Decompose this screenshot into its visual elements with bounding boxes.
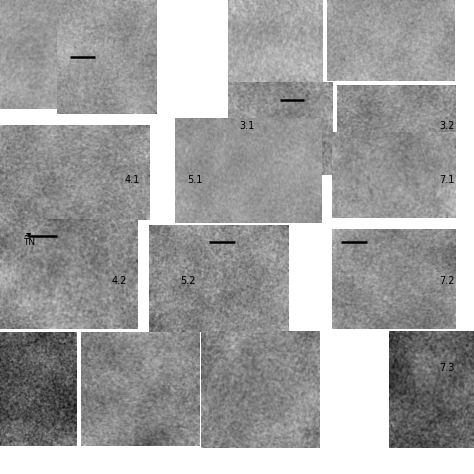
- Text: 3.2: 3.2: [440, 121, 455, 131]
- Text: 7.3: 7.3: [440, 363, 455, 373]
- Text: 4.2: 4.2: [112, 276, 127, 286]
- Text: 5.2: 5.2: [180, 276, 196, 286]
- Text: 3.1: 3.1: [239, 121, 255, 131]
- Text: 7.2: 7.2: [439, 276, 455, 286]
- Text: 5.1: 5.1: [187, 175, 202, 185]
- Text: 7.1: 7.1: [440, 175, 455, 185]
- Text: 4.1: 4.1: [125, 175, 140, 185]
- Text: TN: TN: [23, 238, 35, 247]
